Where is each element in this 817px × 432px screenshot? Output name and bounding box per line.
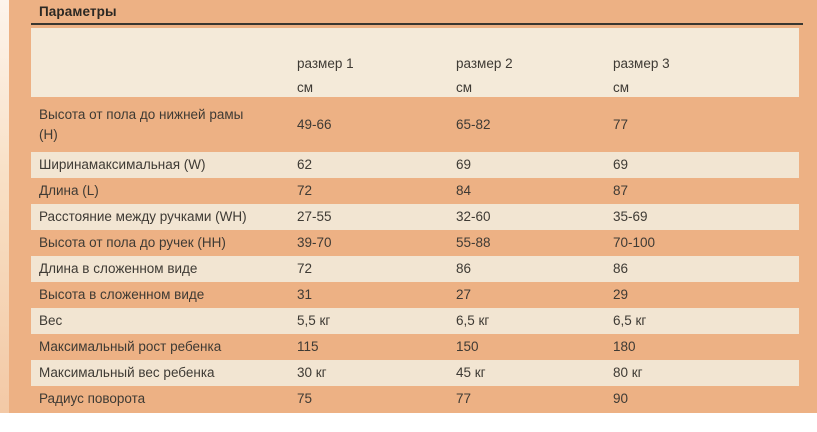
- header-size-1: размер 1 см: [297, 28, 456, 100]
- table-row: Ширинамаксимальная (W) 62 69 69: [31, 152, 799, 178]
- left-edge-strip: [0, 0, 9, 413]
- table-row: Длина (L) 72 84 87: [31, 178, 799, 204]
- table-row: Длина в сложенном виде 72 86 86: [31, 256, 799, 282]
- cell-value: 70-100: [613, 235, 656, 250]
- cell-value: 72: [297, 183, 313, 198]
- cell-value: 62: [297, 157, 313, 172]
- cell-value: 86: [456, 261, 472, 276]
- table-row: Высота в сложенном виде 31 27 29: [31, 282, 799, 308]
- row-label: Длина (L): [39, 183, 99, 198]
- cell-value: 75: [297, 391, 313, 406]
- row-label: Высота от пола до нижней рамы (Н): [39, 107, 244, 142]
- row-label: Высота в сложенном виде: [39, 287, 205, 302]
- cell-value: 39-70: [297, 235, 332, 250]
- cell-value: 32-60: [456, 209, 491, 224]
- cell-value: 72: [297, 261, 313, 276]
- table-row: Высота от пола до ручек (НН) 39-70 55-88…: [31, 230, 799, 256]
- cell-value: 29: [613, 287, 629, 302]
- row-label: Вес: [39, 313, 63, 328]
- size-2-label: размер 2: [456, 56, 513, 71]
- size-1-unit: см: [297, 80, 314, 95]
- row-label: Высота от пола до ручек (НН): [39, 235, 226, 250]
- cell-value: 86: [613, 261, 629, 276]
- size-3-label: размер 3: [613, 56, 670, 71]
- cell-value: 150: [456, 339, 479, 354]
- row-label: Расстояние между ручками (WH): [39, 209, 247, 224]
- row-label: Максимальный вес ребенка: [39, 365, 215, 380]
- cell-value: 6,5 кг: [456, 313, 490, 328]
- cell-value: 27: [456, 287, 472, 302]
- row-label: Ширинамаксимальная (W): [39, 157, 206, 172]
- cell-value: 49-66: [297, 117, 332, 132]
- title-underline-rule: [31, 23, 803, 25]
- cell-value: 30 кг: [297, 365, 327, 380]
- table-row: Максимальный рост ребенка 115 150 180: [31, 334, 799, 360]
- cell-value: 90: [613, 391, 629, 406]
- cell-value: 69: [613, 157, 629, 172]
- header-size-3: размер 3 см: [613, 28, 799, 100]
- row-label: Радиус поворота: [39, 391, 146, 406]
- cell-value: 27-55: [297, 209, 332, 224]
- size-2-unit: см: [456, 80, 473, 95]
- row-label: Максимальный рост ребенка: [39, 339, 222, 354]
- cell-value: 80 кг: [613, 365, 643, 380]
- parameters-table: размер 1 см размер 2 см размер 3 см Высо…: [31, 28, 799, 412]
- size-3-unit: см: [613, 80, 630, 95]
- cell-value: 77: [456, 391, 472, 406]
- cell-value: 69: [456, 157, 472, 172]
- cell-value: 55-88: [456, 235, 491, 250]
- table-row: Высота от пола до нижней рамы (Н) 49-66 …: [31, 97, 799, 152]
- table-row: Расстояние между ручками (WH) 27-55 32-6…: [31, 204, 799, 230]
- cell-value: 31: [297, 287, 313, 302]
- size-1-label: размер 1: [297, 56, 354, 71]
- cell-value: 65-82: [456, 117, 491, 132]
- cell-value: 45 кг: [456, 365, 486, 380]
- table-row: Максимальный вес ребенка 30 кг 45 кг 80 …: [31, 360, 799, 386]
- page-title: Параметры: [39, 4, 117, 19]
- table-row: Радиус поворота 75 77 90: [31, 386, 799, 412]
- table-row: Вес 5,5 кг 6,5 кг 6,5 кг: [31, 308, 799, 334]
- table-header-row: размер 1 см размер 2 см размер 3 см: [31, 28, 799, 97]
- cell-value: 84: [456, 183, 472, 198]
- cell-value: 180: [613, 339, 636, 354]
- cell-value: 6,5 кг: [613, 313, 647, 328]
- cell-value: 87: [613, 183, 629, 198]
- cell-value: 77: [613, 117, 629, 132]
- cell-value: 115: [297, 339, 319, 354]
- row-label: Длина в сложенном виде: [39, 261, 198, 276]
- header-size-2: размер 2 см: [456, 28, 613, 100]
- cell-value: 35-69: [613, 209, 648, 224]
- cell-value: 5,5 кг: [297, 313, 331, 328]
- header-empty-cell: [31, 28, 297, 100]
